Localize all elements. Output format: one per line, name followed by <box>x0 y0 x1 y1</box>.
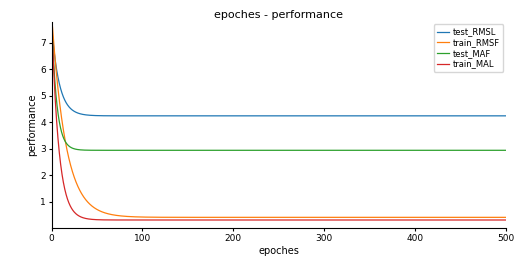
test_RMSL <box>50 35 56 38</box>
test_MAF <box>238 149 245 152</box>
train_RMSF <box>270 216 276 219</box>
test_RMSL <box>490 114 496 118</box>
test_RMSL <box>270 114 276 118</box>
train_MAL <box>329 218 335 222</box>
test_RMSL <box>490 114 496 118</box>
Line: train_RMSF: train_RMSF <box>53 27 506 217</box>
test_MAF <box>490 149 496 152</box>
test_MAF <box>407 149 413 152</box>
train_RMSF <box>258 216 264 219</box>
Line: test_RMSL: test_RMSL <box>53 36 506 116</box>
test_RMSL <box>325 114 331 118</box>
X-axis label: epoches: epoches <box>258 246 299 256</box>
train_MAL <box>503 218 509 222</box>
train_MAL <box>73 212 79 215</box>
Line: test_MAF: test_MAF <box>53 40 506 150</box>
train_MAL <box>270 218 276 222</box>
train_MAL <box>407 218 413 222</box>
train_RMSF <box>490 216 496 219</box>
Line: train_MAL: train_MAL <box>53 42 506 220</box>
train_MAL <box>50 40 56 43</box>
test_MAF <box>50 39 56 42</box>
train_MAL <box>490 218 496 222</box>
test_RMSL <box>258 114 264 118</box>
test_MAF <box>73 147 79 151</box>
test_MAF <box>503 149 509 152</box>
Y-axis label: performance: performance <box>27 94 38 156</box>
Legend: test_RMSL, train_RMSF, test_MAF, train_MAL: test_RMSL, train_RMSF, test_MAF, train_M… <box>433 24 503 72</box>
test_RMSL <box>73 110 79 114</box>
test_MAF <box>490 149 496 152</box>
Title: epoches - performance: epoches - performance <box>214 10 343 20</box>
test_MAF <box>258 149 264 152</box>
train_MAL <box>490 218 496 222</box>
train_RMSF <box>503 216 509 219</box>
train_RMSF <box>489 216 495 219</box>
train_MAL <box>258 218 264 222</box>
train_RMSF <box>50 25 56 29</box>
test_RMSL <box>407 114 413 118</box>
train_RMSF <box>406 216 412 219</box>
test_MAF <box>270 149 276 152</box>
test_RMSL <box>503 114 509 118</box>
train_RMSF <box>73 179 79 183</box>
